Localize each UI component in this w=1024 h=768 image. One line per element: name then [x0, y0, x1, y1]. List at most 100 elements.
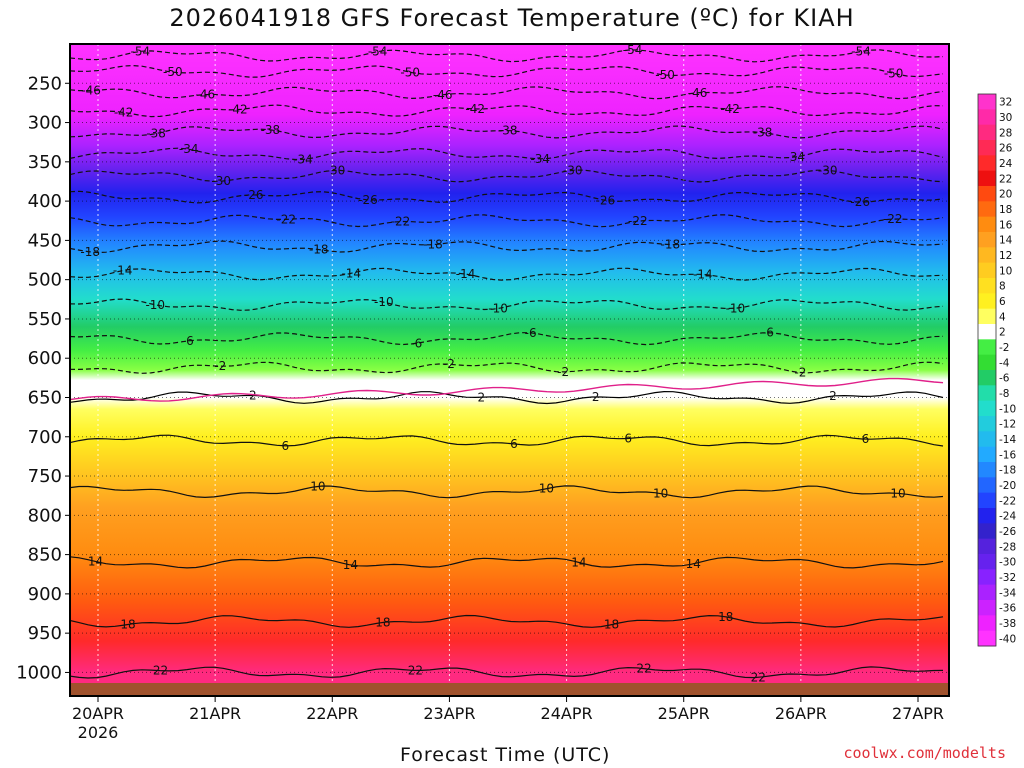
colorbar-swatch: [978, 109, 996, 126]
y-tick-label: 400: [28, 191, 62, 212]
ground-band: [70, 683, 949, 696]
colorbar-swatch: [978, 216, 996, 233]
isotherm-label: 6: [862, 432, 870, 446]
isotherm-label: -22: [628, 214, 648, 228]
isotherm-label: 14: [686, 557, 701, 571]
isotherm-label: -22: [391, 215, 411, 229]
colorbar-label: 24: [999, 158, 1013, 170]
isotherm-label: 22: [751, 670, 766, 684]
isotherm-label: 6: [624, 431, 632, 445]
isotherm-label: -30: [326, 163, 346, 177]
credit-link[interactable]: coolwx.com/modelts: [843, 744, 1006, 762]
y-tick-label: 900: [28, 584, 62, 605]
colorbar-swatch: [978, 477, 996, 494]
y-axis: 250 300 350 400 450 500 550 600 650 700 750 800 850 9…: [16, 73, 70, 683]
colorbar-swatch: [978, 554, 996, 570]
temperature-field: [70, 44, 949, 696]
isotherm-label: -42: [465, 102, 485, 116]
colorbar-label: 30: [999, 112, 1012, 124]
isotherm-label: -38: [498, 124, 518, 138]
colorbar-swatch: [978, 170, 996, 187]
isotherm-label: -10: [726, 301, 746, 315]
isotherm-label: -6: [525, 326, 537, 340]
x-tick-label: 26APR: [775, 704, 827, 723]
y-tick-label: 800: [28, 505, 62, 526]
y-tick-label: 1000: [16, 662, 62, 683]
isotherm-label: -54: [623, 43, 643, 57]
isotherm-label: -38: [753, 126, 773, 140]
isotherm-label: -2: [443, 357, 455, 371]
colorbar-label: -2: [999, 342, 1009, 354]
colorbar-label: -26: [999, 526, 1016, 538]
colorbar-frame: [977, 93, 997, 647]
colorbar-label: -24: [999, 511, 1016, 523]
isotherm-line: [70, 190, 944, 204]
isotherm-line: [70, 86, 944, 100]
colorbar-swatch: [978, 385, 996, 402]
colorbar-swatch: [978, 431, 996, 448]
colorbar-swatch: [978, 615, 996, 632]
isotherm-label: 22: [636, 662, 651, 676]
colorbar-swatch: [978, 293, 996, 310]
colorbar-label: -16: [999, 449, 1016, 461]
colorbar-swatch: [978, 247, 996, 264]
colorbar-label: -8: [999, 388, 1009, 400]
y-tick-label: 550: [28, 309, 62, 330]
colorbar-swatch: [978, 232, 996, 248]
colorbar-swatch: [978, 600, 996, 616]
isotherm-label: 6: [510, 437, 518, 451]
isotherm-label: -34: [179, 142, 199, 156]
colorbar-swatch: [978, 94, 996, 110]
colorbar-label: 12: [999, 250, 1012, 262]
isotherm-label: 2: [829, 389, 837, 403]
isotherm-label: -6: [182, 334, 194, 348]
isotherm-label: 6: [282, 439, 290, 453]
isotherm-label: -14: [113, 264, 133, 278]
isotherm-line: [70, 332, 944, 346]
isotherm-label: -54: [368, 45, 388, 59]
isotherm-label: -26: [358, 193, 378, 207]
isotherm-label: 10: [890, 486, 905, 500]
isotherm-label: 14: [343, 558, 358, 572]
y-tick-label: 700: [28, 427, 62, 448]
isotherm-line: [70, 169, 944, 183]
isotherm-label: -46: [196, 88, 216, 102]
isotherm-line: [70, 240, 944, 254]
isotherm-line: [70, 390, 944, 405]
colorbar-label: 32: [999, 97, 1012, 109]
colorbar-swatch: [978, 569, 996, 586]
y-tick-label: 650: [28, 387, 62, 408]
isotherm-line: [70, 485, 944, 499]
colorbar-label: -20: [999, 480, 1016, 492]
isotherm-label: 2: [249, 388, 257, 402]
isotherm-label: -54: [131, 44, 151, 58]
isotherm-line: [70, 64, 944, 78]
x-tick-label: 20APR: [72, 704, 124, 723]
isotherm-label: 22: [408, 663, 423, 677]
colorbar-label: -34: [999, 587, 1016, 599]
colorbar-label: 18: [999, 204, 1012, 216]
isotherm-line: [70, 49, 944, 63]
isotherm-label: -2: [557, 365, 569, 379]
isotherm-label: 2: [592, 390, 600, 404]
colorbar-label: -36: [999, 603, 1016, 615]
isotherm-label: -34: [785, 150, 805, 164]
isotherm-line: [70, 267, 944, 281]
colorbar-label: -40: [999, 633, 1016, 645]
colorbar-swatch: [978, 400, 996, 417]
colorbar-label: 4: [999, 311, 1006, 323]
isotherm-label: -6: [762, 326, 774, 340]
y-tick-label: 250: [28, 73, 62, 94]
colorbar-swatch: [978, 354, 996, 371]
plot-frame: [69, 43, 950, 697]
x-tick-label: 24APR: [541, 704, 593, 723]
colorbar-swatch: [978, 278, 996, 294]
isotherm-label: 10: [653, 487, 668, 501]
colorbar-label: -4: [999, 357, 1010, 369]
colorbar-label: 16: [999, 219, 1013, 231]
isotherm-label: -42: [228, 103, 248, 117]
isotherm-label: 18: [120, 617, 135, 631]
colorbar-label: 26: [999, 143, 1013, 155]
colorbar: 32 30 28 26 24 22 20 18 16 14 12 10 8 6 4 2 -2 -4 -6 -8 -10 -…: [977, 93, 1016, 647]
